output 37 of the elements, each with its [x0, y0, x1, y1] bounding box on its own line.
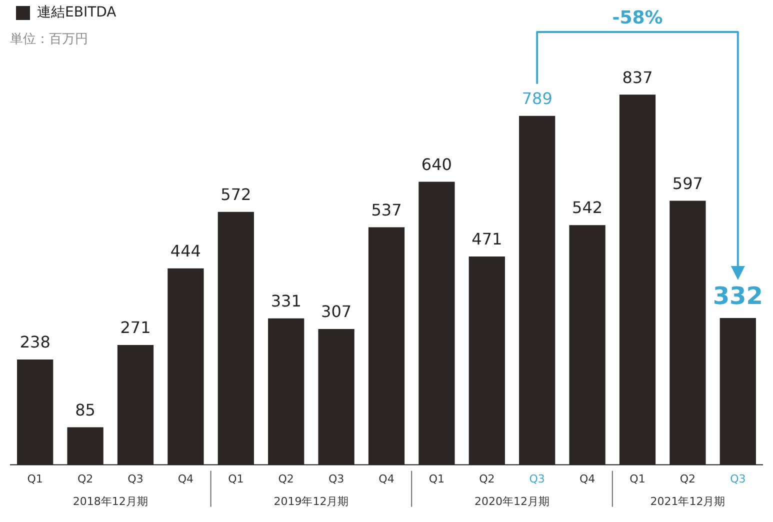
x-tick-label: Q4	[178, 472, 194, 486]
data-label: 537	[371, 200, 402, 220]
x-tick-label: Q2	[479, 472, 495, 486]
data-label: 271	[120, 318, 151, 338]
x-tick-label: Q3	[128, 472, 144, 486]
x-tick-label: Q3	[328, 472, 344, 486]
data-label: 331	[270, 292, 302, 311]
data-label: 444	[170, 242, 201, 261]
x-tick-label: Q1	[228, 472, 244, 486]
data-label: 837	[622, 68, 653, 87]
text: -58%	[612, 8, 663, 29]
data-label: 597	[672, 174, 703, 193]
x-tick-label: Q3	[529, 472, 545, 486]
data-label: 542	[572, 198, 603, 218]
data-label: 332	[712, 282, 763, 310]
text: 2018年12月期	[72, 494, 148, 508]
data-label: 238	[20, 332, 50, 352]
text: 2020年12月期	[474, 494, 550, 508]
x-tick-label: Q2	[278, 472, 294, 486]
x-tick-label: Q1	[630, 472, 646, 486]
data-label: 85	[75, 400, 96, 420]
data-label: 789	[522, 89, 552, 108]
x-tick-label: Q4	[378, 472, 394, 486]
x-tick-label: Q1	[428, 472, 445, 486]
x-tick-label: Q4	[579, 472, 596, 486]
data-label: 572	[220, 184, 252, 204]
x-tick-label: Q2	[680, 472, 696, 486]
text: 2019年12月期	[274, 494, 349, 508]
x-tick-label: Q1	[27, 472, 43, 486]
legend-label: 連結EBITDA	[37, 4, 117, 21]
x-tick-label: Q2	[77, 472, 94, 486]
chart-subtitle: 単位：百万円	[10, 32, 88, 48]
x-tick-label: Q3	[730, 472, 746, 486]
data-label: 307	[321, 302, 352, 322]
data-label: 471	[472, 230, 502, 249]
data-label: 640	[421, 154, 452, 174]
text: 2021年12月期	[650, 494, 726, 508]
